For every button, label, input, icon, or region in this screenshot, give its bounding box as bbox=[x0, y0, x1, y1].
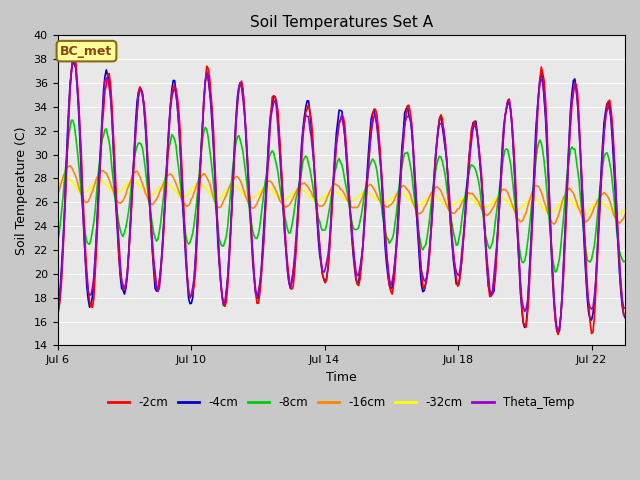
-32cm bbox=[470, 199, 478, 204]
-32cm bbox=[370, 194, 378, 200]
-2cm bbox=[554, 332, 562, 337]
-16cm bbox=[621, 212, 629, 218]
-2cm bbox=[567, 121, 575, 127]
-16cm bbox=[470, 193, 478, 199]
-4cm bbox=[567, 106, 575, 111]
-8cm bbox=[567, 146, 575, 152]
-32cm bbox=[63, 175, 71, 180]
-2cm bbox=[244, 178, 252, 184]
-2cm bbox=[70, 51, 78, 57]
Theta_Temp bbox=[69, 53, 77, 59]
-32cm bbox=[565, 196, 573, 202]
-4cm bbox=[454, 280, 461, 286]
Theta_Temp bbox=[54, 312, 61, 318]
-32cm bbox=[621, 206, 629, 212]
-8cm bbox=[244, 199, 252, 204]
-8cm bbox=[54, 240, 61, 245]
Y-axis label: Soil Temperature (C): Soil Temperature (C) bbox=[15, 126, 28, 254]
-16cm bbox=[550, 221, 557, 227]
Theta_Temp bbox=[454, 272, 461, 277]
-32cm bbox=[454, 199, 461, 205]
Text: BC_met: BC_met bbox=[60, 45, 113, 58]
-16cm bbox=[567, 187, 575, 192]
Legend: -2cm, -4cm, -8cm, -16cm, -32cm, Theta_Temp: -2cm, -4cm, -8cm, -16cm, -32cm, Theta_Te… bbox=[104, 392, 579, 414]
-8cm bbox=[68, 117, 76, 123]
-32cm bbox=[244, 196, 252, 202]
Theta_Temp bbox=[370, 113, 378, 119]
-8cm bbox=[621, 258, 629, 264]
X-axis label: Time: Time bbox=[326, 371, 356, 384]
-32cm bbox=[614, 211, 622, 217]
-2cm bbox=[470, 118, 478, 124]
-16cm bbox=[54, 192, 61, 198]
Theta_Temp bbox=[621, 305, 629, 311]
Line: -4cm: -4cm bbox=[58, 61, 625, 332]
-2cm bbox=[454, 283, 461, 289]
-4cm bbox=[554, 329, 562, 335]
Line: -2cm: -2cm bbox=[58, 54, 625, 335]
-16cm bbox=[244, 201, 252, 206]
-32cm bbox=[54, 182, 61, 188]
-32cm bbox=[225, 185, 233, 191]
Line: Theta_Temp: Theta_Temp bbox=[58, 56, 625, 330]
-2cm bbox=[225, 262, 233, 268]
-16cm bbox=[66, 163, 74, 168]
-2cm bbox=[621, 313, 629, 319]
-8cm bbox=[370, 158, 378, 164]
Line: -8cm: -8cm bbox=[58, 120, 625, 272]
Theta_Temp bbox=[567, 109, 575, 115]
Theta_Temp bbox=[554, 327, 562, 333]
-8cm bbox=[225, 208, 233, 214]
Theta_Temp bbox=[244, 175, 252, 181]
Line: -16cm: -16cm bbox=[58, 166, 625, 224]
-4cm bbox=[54, 310, 61, 316]
-4cm bbox=[69, 59, 77, 64]
-8cm bbox=[552, 269, 559, 275]
-16cm bbox=[370, 186, 378, 192]
-4cm bbox=[244, 185, 252, 191]
Title: Soil Temperatures Set A: Soil Temperatures Set A bbox=[250, 15, 433, 30]
Line: -32cm: -32cm bbox=[58, 178, 625, 214]
-4cm bbox=[370, 108, 378, 113]
-16cm bbox=[454, 206, 461, 212]
-16cm bbox=[225, 184, 233, 190]
-2cm bbox=[370, 107, 378, 112]
-4cm bbox=[225, 255, 233, 261]
Theta_Temp bbox=[470, 122, 478, 128]
-4cm bbox=[621, 315, 629, 321]
-8cm bbox=[470, 164, 478, 170]
-4cm bbox=[470, 119, 478, 125]
Theta_Temp bbox=[225, 252, 233, 258]
-8cm bbox=[454, 242, 461, 248]
-2cm bbox=[54, 306, 61, 312]
